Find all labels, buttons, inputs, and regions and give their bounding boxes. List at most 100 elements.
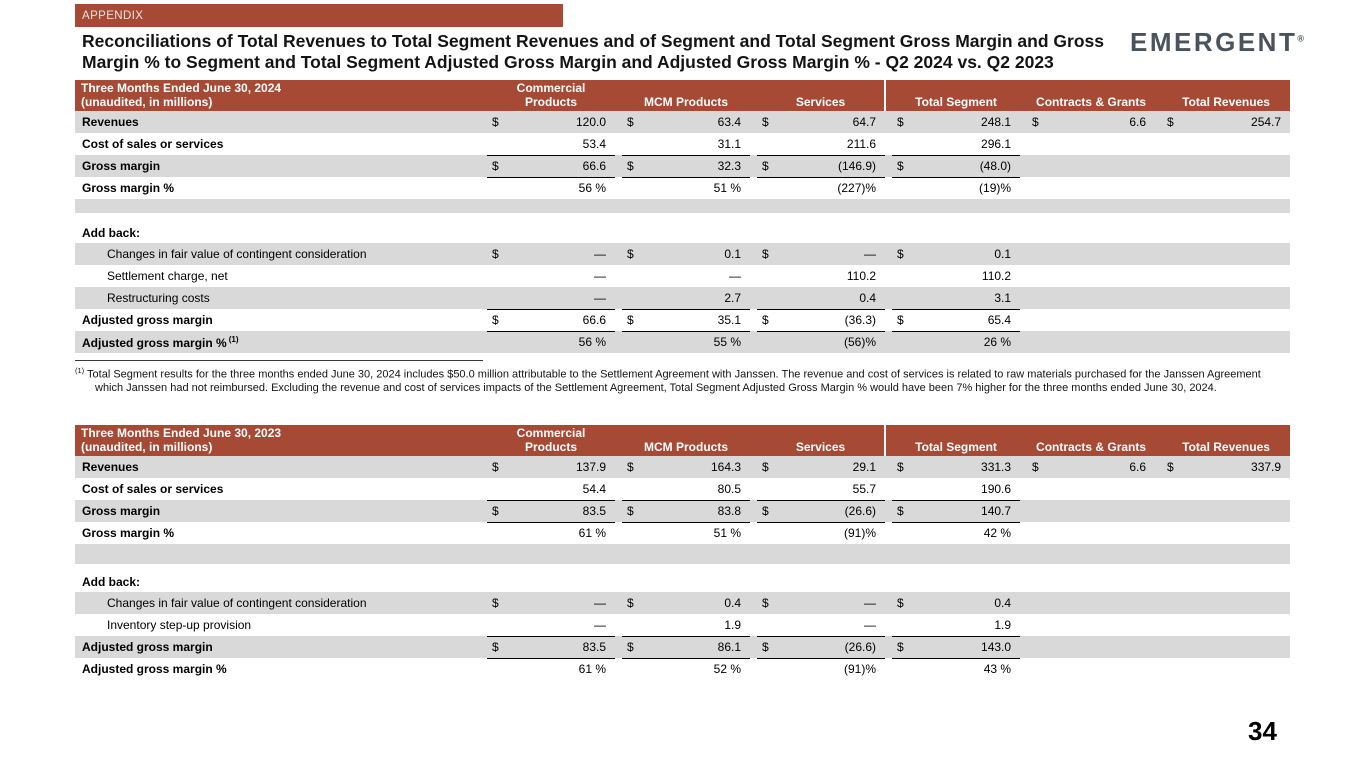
value-cell: (91)% <box>844 662 877 677</box>
value-cell: 51 % <box>713 526 742 541</box>
value-cell <box>1184 331 1290 353</box>
value-cell <box>1184 500 1290 522</box>
column-spacer <box>615 111 622 133</box>
currency-symbol-cell: $ <box>1167 115 1174 129</box>
currency-symbol-cell: $ <box>897 115 904 129</box>
column-spacer <box>750 80 758 111</box>
currency-symbol-cell <box>1027 243 1049 265</box>
period-header: Three Months Ended June 30, 2024 (unaudit… <box>75 80 487 111</box>
value-cell <box>1184 478 1290 500</box>
column-spacer <box>885 111 892 133</box>
column-spacer <box>615 133 622 155</box>
currency-symbol-cell: $ <box>757 309 780 332</box>
currency-symbol-cell: $ <box>1167 460 1174 474</box>
column-header: Total Segment <box>892 80 1021 111</box>
column-spacer <box>750 636 757 658</box>
column-spacer <box>1020 500 1027 522</box>
column-spacer <box>615 80 623 111</box>
currency-symbol-cell <box>1027 309 1049 331</box>
column-spacer <box>885 133 892 155</box>
value-cell: (227)% <box>837 181 877 196</box>
column-spacer <box>885 331 892 353</box>
value-cell: — <box>729 269 742 283</box>
column-spacer <box>750 309 757 331</box>
column-spacer <box>615 331 622 353</box>
currency-symbol-cell: $ <box>892 154 915 178</box>
column-spacer <box>1020 287 1027 309</box>
value-cell: 55 % <box>713 335 742 350</box>
column-spacer <box>750 658 757 680</box>
column-header: Total Revenues <box>1162 425 1291 456</box>
currency-symbol-cell: $ <box>622 154 645 178</box>
column-spacer <box>750 522 757 544</box>
table-row <box>75 544 1291 564</box>
row-label <box>75 199 1290 213</box>
reconciliation-table-2024-container: Three Months Ended June 30, 2024 (unaudit… <box>75 80 1291 353</box>
value-cell <box>1049 309 1155 331</box>
currency-symbol-cell <box>1162 243 1184 265</box>
value-cell: 0.4 <box>994 596 1012 610</box>
currency-symbol-cell <box>1027 592 1049 614</box>
currency-symbol-cell: $ <box>892 309 915 332</box>
column-spacer <box>1020 456 1027 478</box>
value-cell: (26.6) <box>779 499 886 523</box>
column-spacer <box>885 287 892 309</box>
table-row: Changes in fair value of contingent cons… <box>75 592 1291 614</box>
column-spacer <box>885 522 892 544</box>
value-cell: 83.8 <box>644 499 751 523</box>
currency-symbol-cell <box>892 614 915 637</box>
value-cell <box>1184 658 1290 680</box>
column-spacer <box>615 522 622 544</box>
value-cell: 55.7 <box>852 481 877 496</box>
currency-symbol-cell <box>1162 636 1184 658</box>
row-label: Changes in fair value of contingent cons… <box>107 247 367 261</box>
row-label <box>75 213 1290 223</box>
value-cell: 64.7 <box>852 115 877 129</box>
row-label: Adjusted gross margin % <box>82 662 227 676</box>
currency-symbol-cell <box>487 614 509 637</box>
column-header: Commercial Products <box>487 425 616 456</box>
table-row: Adjusted gross margin $66.6 $35.1 $ (36.3) $6… <box>75 309 1291 332</box>
column-spacer <box>1155 111 1162 133</box>
column-spacer <box>615 592 622 614</box>
row-label: Settlement charge, net <box>107 269 228 283</box>
currency-symbol-cell: $ <box>757 499 780 523</box>
column-spacer <box>1155 592 1162 614</box>
column-spacer <box>1155 478 1162 500</box>
reconciliation-table-q2-2023: Three Months Ended June 30, 2023 (unaudit… <box>75 425 1291 680</box>
value-cell: 80.5 <box>717 481 742 496</box>
value-cell: 1.9 <box>914 614 1021 637</box>
column-spacer <box>1155 456 1162 478</box>
value-cell <box>1049 133 1155 155</box>
registered-mark-icon: ® <box>1297 33 1304 44</box>
column-spacer <box>1020 658 1027 680</box>
table-row: Settlement charge, net — — 110.2 110.2 <box>75 265 1291 287</box>
currency-symbol-cell: $ <box>492 596 499 610</box>
value-cell: 56 % <box>578 335 607 350</box>
currency-symbol-cell <box>622 287 645 310</box>
currency-symbol-cell: $ <box>492 115 499 129</box>
value-cell: 6.6 <box>1129 115 1147 129</box>
value-cell: 29.1 <box>852 460 877 474</box>
row-label: Gross margin <box>82 504 161 518</box>
value-cell: 31.1 <box>717 136 742 151</box>
value-cell: 83.5 <box>509 499 616 523</box>
row-label: Add back: <box>82 226 141 240</box>
currency-symbol-cell: $ <box>622 309 645 332</box>
column-spacer <box>1155 287 1162 309</box>
currency-symbol-cell <box>892 658 914 680</box>
column-spacer <box>750 243 757 265</box>
column-spacer <box>1020 155 1027 177</box>
currency-symbol-cell <box>757 331 779 353</box>
column-spacer <box>884 80 893 111</box>
column-spacer <box>1155 80 1163 111</box>
currency-symbol-cell <box>1162 592 1184 614</box>
footnote: (1) Total Segment results for the three … <box>75 360 1290 395</box>
column-spacer <box>885 177 892 199</box>
currency-symbol-cell <box>622 177 644 199</box>
currency-symbol-cell <box>622 658 644 680</box>
currency-symbol-cell <box>892 133 914 155</box>
currency-symbol-cell <box>892 265 914 287</box>
value-cell: 6.6 <box>1129 460 1147 474</box>
column-spacer <box>615 636 622 658</box>
